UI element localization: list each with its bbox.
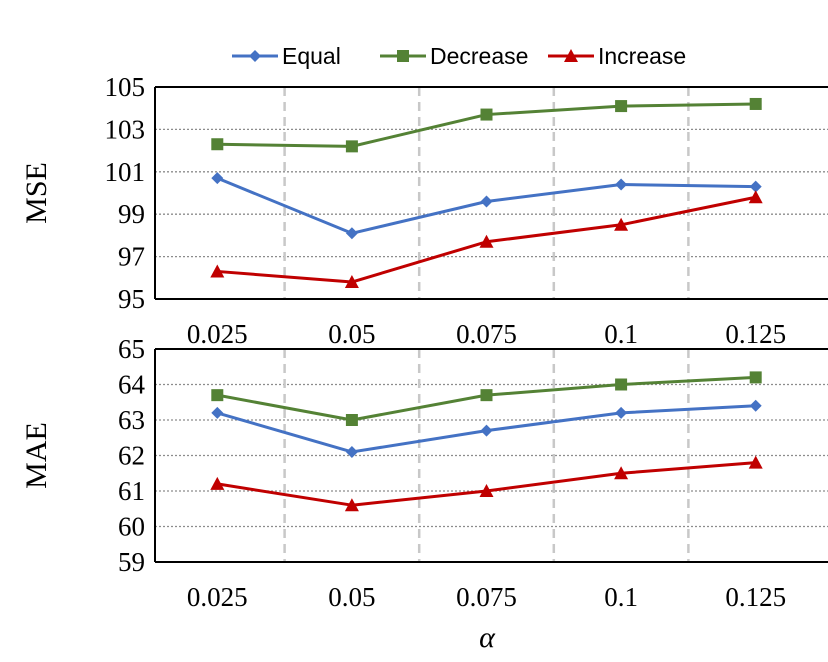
y-tick-label: 105: [105, 72, 146, 102]
x-tick-label: 0.125: [725, 319, 786, 349]
y-tick-label: 60: [118, 512, 145, 542]
data-point-increase: [210, 264, 225, 278]
x-tick-label: 0.05: [328, 319, 375, 349]
y-tick-label: 63: [118, 405, 145, 435]
y-tick-label: 65: [118, 334, 145, 364]
y-tick-label: 61: [118, 476, 145, 506]
data-point-decrease: [480, 389, 493, 402]
data-point-equal: [480, 424, 493, 437]
x-axis-label: α: [479, 621, 496, 654]
y-tick-label: 99: [118, 199, 145, 229]
y-tick-label: 101: [105, 157, 146, 187]
legend-label-increase: Increase: [598, 43, 686, 69]
legend-marker-increase: [564, 49, 578, 62]
data-point-equal: [211, 172, 224, 185]
data-point-equal: [345, 445, 358, 458]
x-tick-label: 0.025: [187, 319, 248, 349]
mse-panel: 95 97 99 101 103 105 0.025 0.05 0.075 0.1 0.125 MSE: [20, 72, 828, 349]
legend-marker-decrease: [397, 50, 409, 62]
data-point-decrease: [480, 108, 493, 121]
y-axis-label: MAE: [20, 422, 53, 489]
y-tick-label: 62: [118, 441, 145, 471]
legend-label-equal: Equal: [282, 43, 341, 69]
data-point-decrease: [749, 371, 762, 384]
mae-panel: 59 60 61 62 63 64 65 0.025 0.05 0.075 0.1 0.125 MAE α: [20, 334, 828, 654]
y-tick-label: 95: [118, 284, 145, 314]
data-point-increase: [748, 190, 763, 204]
y-tick-label: 103: [105, 114, 146, 144]
y-tick-label: 59: [118, 547, 145, 577]
data-point-equal: [749, 399, 762, 412]
data-point-equal: [211, 406, 224, 419]
data-point-increase: [614, 217, 629, 231]
x-tick-label: 0.075: [456, 582, 517, 612]
legend: Equal Decrease Increase: [232, 43, 686, 69]
data-point-increase: [748, 455, 763, 469]
x-tick-label: 0.1: [604, 319, 638, 349]
data-point-decrease: [211, 389, 224, 402]
data-point-increase: [614, 466, 629, 480]
data-point-increase: [210, 476, 225, 490]
data-point-equal: [749, 180, 762, 193]
data-point-increase: [344, 498, 359, 512]
data-point-decrease: [345, 140, 358, 153]
y-tick-label: 97: [118, 242, 145, 272]
data-point-increase: [479, 234, 494, 248]
data-point-decrease: [615, 378, 628, 391]
x-tick-label: 0.075: [456, 319, 517, 349]
y-axis-label: MSE: [20, 162, 53, 224]
legend-label-decrease: Decrease: [430, 43, 528, 69]
data-point-decrease: [615, 100, 628, 113]
data-point-equal: [615, 178, 628, 191]
data-point-decrease: [345, 414, 358, 426]
data-point-increase: [479, 484, 494, 497]
data-point-equal: [345, 227, 358, 240]
data-point-equal: [480, 195, 493, 208]
x-tick-label: 0.125: [725, 582, 786, 612]
y-tick-label: 64: [118, 370, 146, 400]
data-point-increase: [344, 275, 359, 289]
legend-marker-equal: [249, 50, 261, 62]
data-point-decrease: [749, 97, 762, 110]
series-line-increase: [217, 461, 756, 507]
data-point-decrease: [211, 138, 224, 151]
x-tick-label: 0.05: [328, 582, 375, 612]
x-tick-label: 0.1: [604, 582, 638, 612]
data-point-equal: [615, 406, 628, 419]
x-tick-label: 0.025: [187, 582, 248, 612]
